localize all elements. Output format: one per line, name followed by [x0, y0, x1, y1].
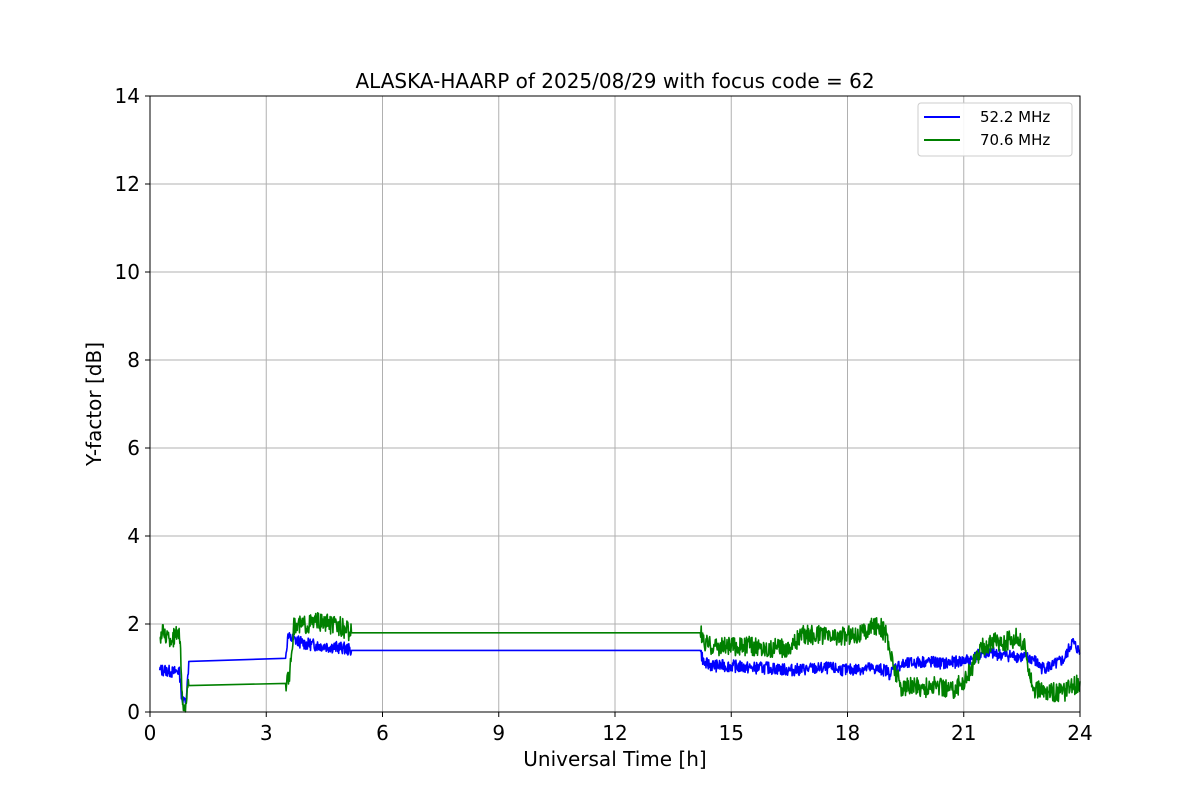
x-tick-label: 6 [376, 721, 389, 745]
legend-label-52-2: 52.2 MHz [980, 108, 1050, 126]
x-tick-label: 0 [144, 721, 157, 745]
y-tick-label: 6 [127, 436, 140, 460]
x-axis-label: Universal Time [h] [523, 747, 706, 771]
y-tick-label: 14 [115, 84, 140, 108]
x-tick-label: 24 [1067, 721, 1092, 745]
y-axis-label: Y-factor [dB] [82, 342, 106, 467]
chart-title: ALASKA-HAARP of 2025/08/29 with focus co… [355, 69, 874, 93]
x-tick-label: 12 [602, 721, 627, 745]
x-tick-label: 21 [951, 721, 976, 745]
series-line-0 [158, 632, 1081, 704]
y-tick-label: 0 [127, 700, 140, 724]
y-tick-label: 4 [127, 524, 140, 548]
x-tick-label: 9 [492, 721, 505, 745]
series-layer [158, 612, 1081, 713]
x-tick-label: 18 [835, 721, 860, 745]
y-tick-label: 2 [127, 612, 140, 636]
y-tick-label: 8 [127, 348, 140, 372]
legend-label-70-6: 70.6 MHz [980, 131, 1050, 149]
y-tick-label: 10 [115, 260, 140, 284]
legend: 52.2 MHz 70.6 MHz [917, 102, 1073, 157]
y-tick-label: 12 [115, 172, 140, 196]
x-tick-label: 15 [719, 721, 744, 745]
series-line-1 [159, 612, 1081, 713]
x-tick-label: 3 [260, 721, 273, 745]
